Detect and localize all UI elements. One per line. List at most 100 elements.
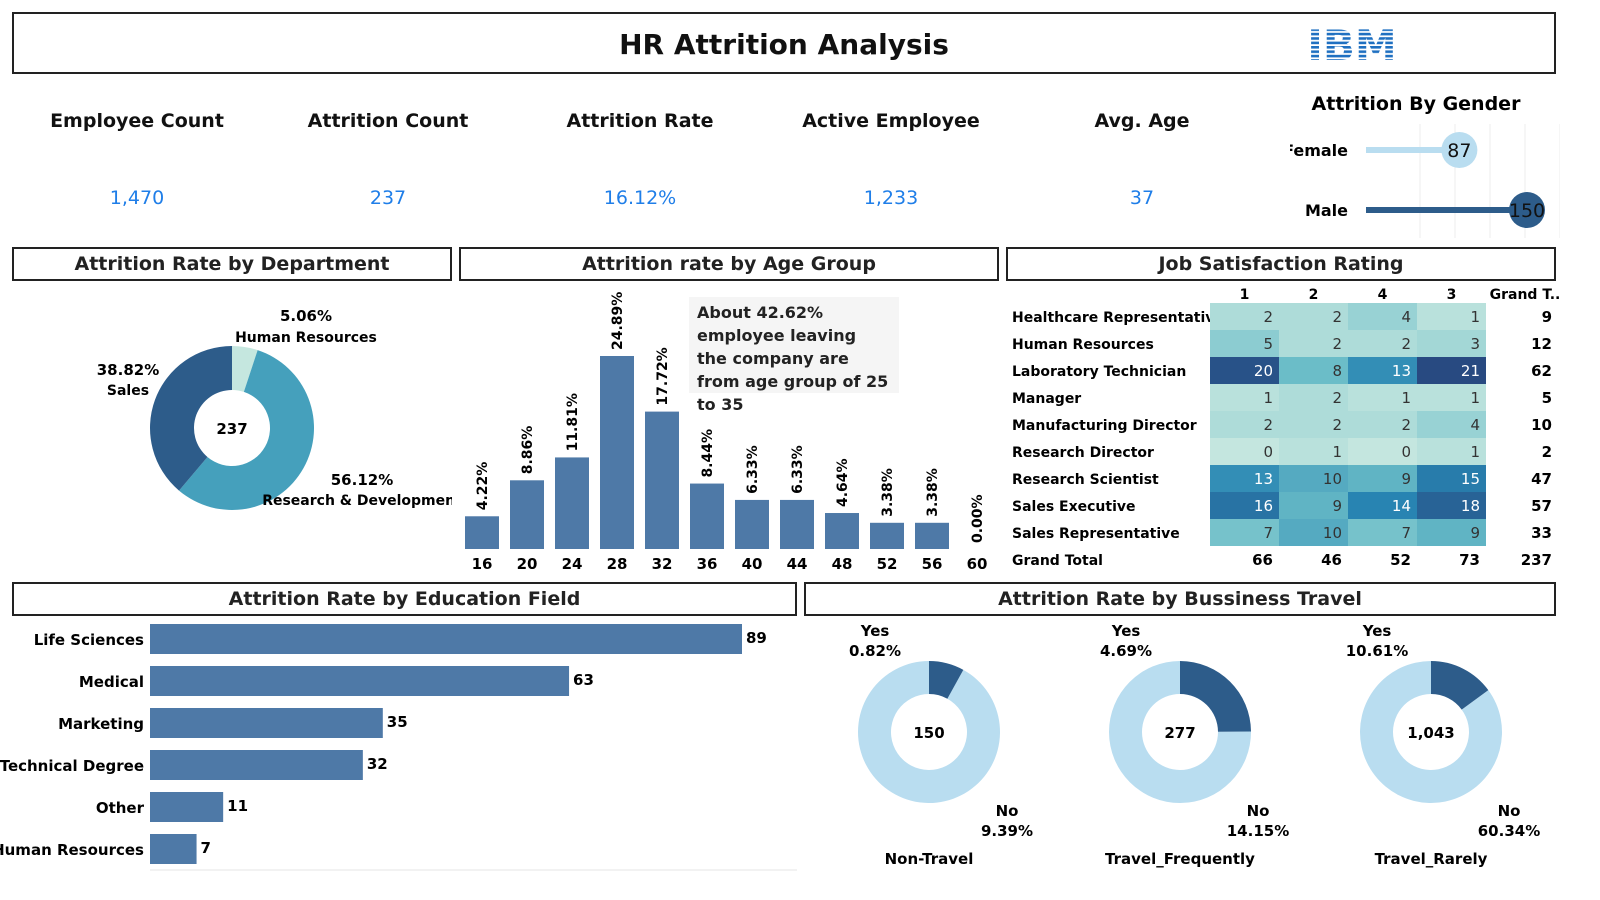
department-center-label: 237 xyxy=(216,420,247,438)
heatmap-col-header-2: 2 xyxy=(1309,287,1319,303)
heatmap-cell-value: 21 xyxy=(1461,362,1480,380)
heatmap-row-label-manufacturing-director: Manufacturing Director xyxy=(1012,418,1197,434)
heatmap-cell-value: 9 xyxy=(1332,497,1342,515)
travel-name-non-travel: Non-Travel xyxy=(885,850,974,868)
heatmap-cell-value: 1 xyxy=(1470,389,1480,407)
heatmap-col-total-4: 52 xyxy=(1390,551,1411,569)
heatmap-cell xyxy=(1279,303,1348,330)
heatmap-cell xyxy=(1279,465,1348,492)
gender-chart-title: Attrition By Gender xyxy=(1312,93,1522,115)
age-bar-28 xyxy=(600,356,634,549)
department-pct-human-resources: 5.06% xyxy=(280,307,332,325)
heatmap-cell-value: 2 xyxy=(1332,308,1342,326)
heatmap-row-total-research-director: 2 xyxy=(1542,443,1552,461)
heatmap-cell-value: 9 xyxy=(1470,524,1480,542)
education-label-marketing: Marketing xyxy=(58,715,144,733)
heatmap-cell-value: 2 xyxy=(1401,335,1411,353)
heatmap-cell-value: 8 xyxy=(1332,362,1342,380)
heatmap-col-total-3: 73 xyxy=(1459,551,1480,569)
travel-name-travel-rarely: Travel_Rarely xyxy=(1375,850,1488,868)
age-bar-label-40: 6.33% xyxy=(745,445,761,494)
heatmap-cell-value: 9 xyxy=(1401,470,1411,488)
heatmap-cell xyxy=(1210,303,1279,330)
age-tick-40: 40 xyxy=(742,555,763,573)
heatmap-cell xyxy=(1210,519,1279,546)
heatmap-cell xyxy=(1417,330,1486,357)
department-slice-human-resources xyxy=(232,346,258,392)
job-satisfaction-section-title: Job Satisfaction Rating xyxy=(1006,247,1556,281)
heatmap-col-header-4: 4 xyxy=(1378,287,1388,303)
heatmap-row-total-research-scientist: 47 xyxy=(1531,470,1552,488)
heatmap-cell xyxy=(1417,519,1486,546)
heatmap-row-total-sales-executive: 57 xyxy=(1531,497,1552,515)
education-label-human-resources: Human Resources xyxy=(0,841,144,859)
heatmap-cell-value: 2 xyxy=(1401,416,1411,434)
page-title: HR Attrition Analysis xyxy=(619,28,949,61)
age-bar-label-36: 8.44% xyxy=(700,429,716,478)
travel-slice-yes-travel-frequently xyxy=(1180,661,1251,732)
heatmap-cell xyxy=(1348,465,1417,492)
heatmap-cell xyxy=(1348,384,1417,411)
department-name-human-resources: Human Resources xyxy=(235,330,377,346)
heatmap-cell-value: 14 xyxy=(1392,497,1411,515)
heatmap-row-total-sales-representative: 33 xyxy=(1531,524,1552,542)
heatmap-row-label-research-director: Research Director xyxy=(1012,445,1154,461)
age-bar-52 xyxy=(870,522,904,549)
travel-section-title: Attrition Rate by Bussiness Travel xyxy=(804,582,1556,616)
travel-slice-yes-travel-rarely xyxy=(1431,661,1489,710)
heatmap-cell xyxy=(1210,330,1279,357)
heatmap-row-label-human-resources: Human Resources xyxy=(1012,337,1154,353)
heatmap-cell xyxy=(1348,519,1417,546)
kpi-attrition-rate-value: 16.12% xyxy=(603,187,677,209)
heatmap-grand-total-label: Grand Total xyxy=(1012,553,1103,569)
age-bar-label-32: 17.72% xyxy=(655,347,671,405)
heatmap-cell-value: 1 xyxy=(1470,443,1480,461)
gender-value-male: 150 xyxy=(1509,200,1545,222)
heatmap-cell xyxy=(1279,411,1348,438)
age-bar-label-28: 24.89% xyxy=(610,292,626,350)
heatmap-cell-value: 4 xyxy=(1401,308,1411,326)
heatmap-cell xyxy=(1210,384,1279,411)
heatmap-cell xyxy=(1348,411,1417,438)
travel-yes-label-travel-rarely: Yes xyxy=(1362,622,1392,640)
heatmap-cell xyxy=(1417,357,1486,384)
heatmap-row-label-sales-executive: Sales Executive xyxy=(1012,499,1136,515)
heatmap-row-label-research-scientist: Research Scientist xyxy=(1012,472,1159,488)
heatmap-cell xyxy=(1348,357,1417,384)
heatmap-cell-value: 20 xyxy=(1254,362,1273,380)
gender-value-female: 87 xyxy=(1447,140,1471,162)
gender-dot-male xyxy=(1509,192,1545,228)
heatmap-cell xyxy=(1417,492,1486,519)
heatmap-cell-value: 1 xyxy=(1332,443,1342,461)
age-tick-56: 56 xyxy=(922,555,943,573)
department-name-research-development: Research & Development xyxy=(262,493,452,509)
travel-yes-value-non-travel: 0.82% xyxy=(849,642,901,660)
heatmap-row-total-manager: 5 xyxy=(1542,389,1552,407)
travel-no-label-non-travel: No xyxy=(996,802,1019,820)
education-label-life-sciences: Life Sciences xyxy=(34,631,144,649)
age-tick-20: 20 xyxy=(517,555,538,573)
heatmap-cell-value: 10 xyxy=(1323,524,1342,542)
heatmap-total-header: Grand T.. xyxy=(1490,287,1561,303)
age-bar-20 xyxy=(510,480,544,549)
travel-donut-charts: 150 Yes 0.82% No 9.39% Non-Travel 277 Yes 4.69% N… xyxy=(849,622,1540,868)
heatmap-cell xyxy=(1210,492,1279,519)
department-pct-research-development: 56.12% xyxy=(331,471,393,489)
heatmap-cell-value: 2 xyxy=(1263,308,1273,326)
heatmap-cell xyxy=(1210,357,1279,384)
age-tick-60: 60 xyxy=(967,555,988,573)
education-bar-technical-degree xyxy=(150,750,363,780)
heatmap-row-label-laboratory-technician: Laboratory Technician xyxy=(1012,364,1186,380)
travel-slice-no-travel-frequently xyxy=(1109,661,1251,803)
heatmap-cell-value: 0 xyxy=(1263,443,1273,461)
education-value-technical-degree: 32 xyxy=(367,755,388,773)
heatmap-row-label-sales-representative: Sales Representative xyxy=(1012,526,1180,542)
heatmap-row-label-manager: Manager xyxy=(1012,391,1081,407)
education-label-technical-degree: Technical Degree xyxy=(0,757,144,775)
heatmap-cell-value: 7 xyxy=(1263,524,1273,542)
heatmap-row-total-laboratory-technician: 62 xyxy=(1531,362,1552,380)
education-bar-human-resources xyxy=(150,834,197,864)
department-slice-sales xyxy=(150,346,232,491)
age-bar-40 xyxy=(735,499,769,549)
age-bar-label-44: 6.33% xyxy=(790,445,806,494)
